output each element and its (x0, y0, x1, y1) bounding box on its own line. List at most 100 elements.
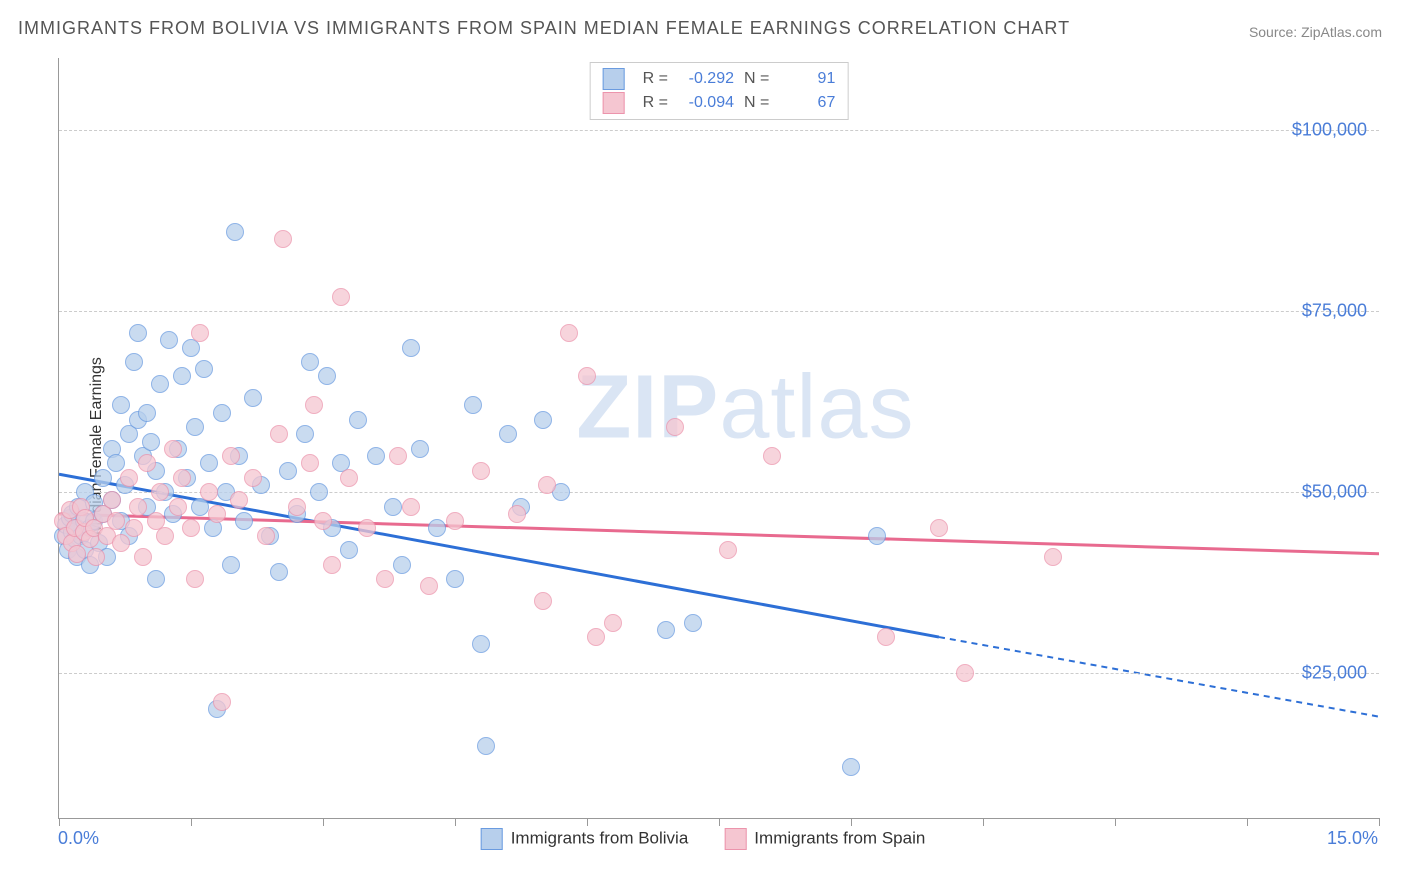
data-point-spain (230, 491, 248, 509)
data-point-spain (877, 628, 895, 646)
data-point-bolivia (173, 367, 191, 385)
data-point-spain (376, 570, 394, 588)
data-point-spain (323, 556, 341, 574)
x-tick (59, 818, 60, 826)
gridline (59, 311, 1379, 312)
data-point-spain (332, 288, 350, 306)
data-point-bolivia (499, 425, 517, 443)
n-value-spain: 67 (779, 94, 835, 112)
data-point-spain (340, 469, 358, 487)
data-point-spain (534, 592, 552, 610)
data-point-bolivia (107, 454, 125, 472)
data-point-spain (560, 324, 578, 342)
r-value-spain: -0.094 (678, 94, 734, 112)
data-point-bolivia (446, 570, 464, 588)
data-point-bolivia (222, 556, 240, 574)
y-tick-label: $50,000 (1302, 482, 1367, 503)
data-point-bolivia (477, 737, 495, 755)
data-point-spain (314, 512, 332, 530)
plot-area: ZIPatlas R = -0.292 N = 91 R = -0.094 N … (58, 58, 1379, 819)
data-point-bolivia (160, 331, 178, 349)
data-point-spain (956, 664, 974, 682)
x-tick (323, 818, 324, 826)
data-point-bolivia (464, 396, 482, 414)
n-label: N = (744, 70, 769, 88)
data-point-bolivia (657, 621, 675, 639)
data-point-bolivia (367, 447, 385, 465)
data-point-spain (402, 498, 420, 516)
data-point-bolivia (472, 635, 490, 653)
data-point-spain (200, 483, 218, 501)
data-point-bolivia (868, 527, 886, 545)
data-point-spain (270, 425, 288, 443)
data-point-spain (169, 498, 187, 516)
r-value-bolivia: -0.292 (678, 70, 734, 88)
data-point-bolivia (428, 519, 446, 537)
watermark-zip: ZIP (576, 357, 719, 457)
data-point-bolivia (226, 223, 244, 241)
x-tick (1115, 818, 1116, 826)
data-point-spain (358, 519, 376, 537)
data-point-spain (719, 541, 737, 559)
data-point-bolivia (296, 425, 314, 443)
data-point-bolivia (393, 556, 411, 574)
n-value-bolivia: 91 (779, 70, 835, 88)
data-point-bolivia (151, 375, 169, 393)
data-point-spain (257, 527, 275, 545)
data-point-bolivia (270, 563, 288, 581)
gridline (59, 130, 1379, 131)
data-point-spain (1044, 548, 1062, 566)
data-point-bolivia (310, 483, 328, 501)
data-point-spain (222, 447, 240, 465)
data-point-bolivia (402, 339, 420, 357)
y-tick-label: $25,000 (1302, 663, 1367, 684)
data-point-bolivia (384, 498, 402, 516)
data-point-spain (274, 230, 292, 248)
x-tick (983, 818, 984, 826)
r-label: R = (643, 70, 668, 88)
data-point-spain (930, 519, 948, 537)
data-point-bolivia (235, 512, 253, 530)
data-point-bolivia (94, 469, 112, 487)
data-point-spain (112, 534, 130, 552)
legend-item-spain: Immigrants from Spain (724, 828, 925, 850)
data-point-bolivia (129, 324, 147, 342)
x-tick (191, 818, 192, 826)
watermark: ZIPatlas (576, 356, 914, 459)
source-prefix: Source: (1249, 24, 1301, 40)
swatch-spain-icon (724, 828, 746, 850)
x-tick (455, 818, 456, 826)
swatch-bolivia-icon (481, 828, 503, 850)
data-point-spain (120, 469, 138, 487)
stats-legend: R = -0.292 N = 91 R = -0.094 N = 67 (590, 62, 849, 120)
data-point-bolivia (186, 418, 204, 436)
data-point-spain (472, 462, 490, 480)
data-point-bolivia (842, 758, 860, 776)
x-tick (719, 818, 720, 826)
data-point-bolivia (142, 433, 160, 451)
data-point-spain (156, 527, 174, 545)
data-point-spain (151, 483, 169, 501)
data-point-bolivia (349, 411, 367, 429)
data-point-bolivia (301, 353, 319, 371)
data-point-spain (538, 476, 556, 494)
legend-item-bolivia: Immigrants from Bolivia (481, 828, 689, 850)
data-point-bolivia (112, 396, 130, 414)
data-point-spain (173, 469, 191, 487)
data-point-spain (68, 545, 86, 563)
data-point-spain (244, 469, 262, 487)
data-point-bolivia (684, 614, 702, 632)
x-tick (587, 818, 588, 826)
data-point-bolivia (138, 404, 156, 422)
source-link[interactable]: ZipAtlas.com (1301, 24, 1382, 40)
data-point-spain (604, 614, 622, 632)
y-tick-label: $100,000 (1292, 120, 1367, 141)
data-point-spain (87, 548, 105, 566)
data-point-bolivia (534, 411, 552, 429)
data-point-bolivia (125, 353, 143, 371)
data-point-spain (446, 512, 464, 530)
data-point-spain (191, 324, 209, 342)
n-label: N = (744, 94, 769, 112)
data-point-bolivia (318, 367, 336, 385)
watermark-atlas: atlas (719, 357, 914, 457)
